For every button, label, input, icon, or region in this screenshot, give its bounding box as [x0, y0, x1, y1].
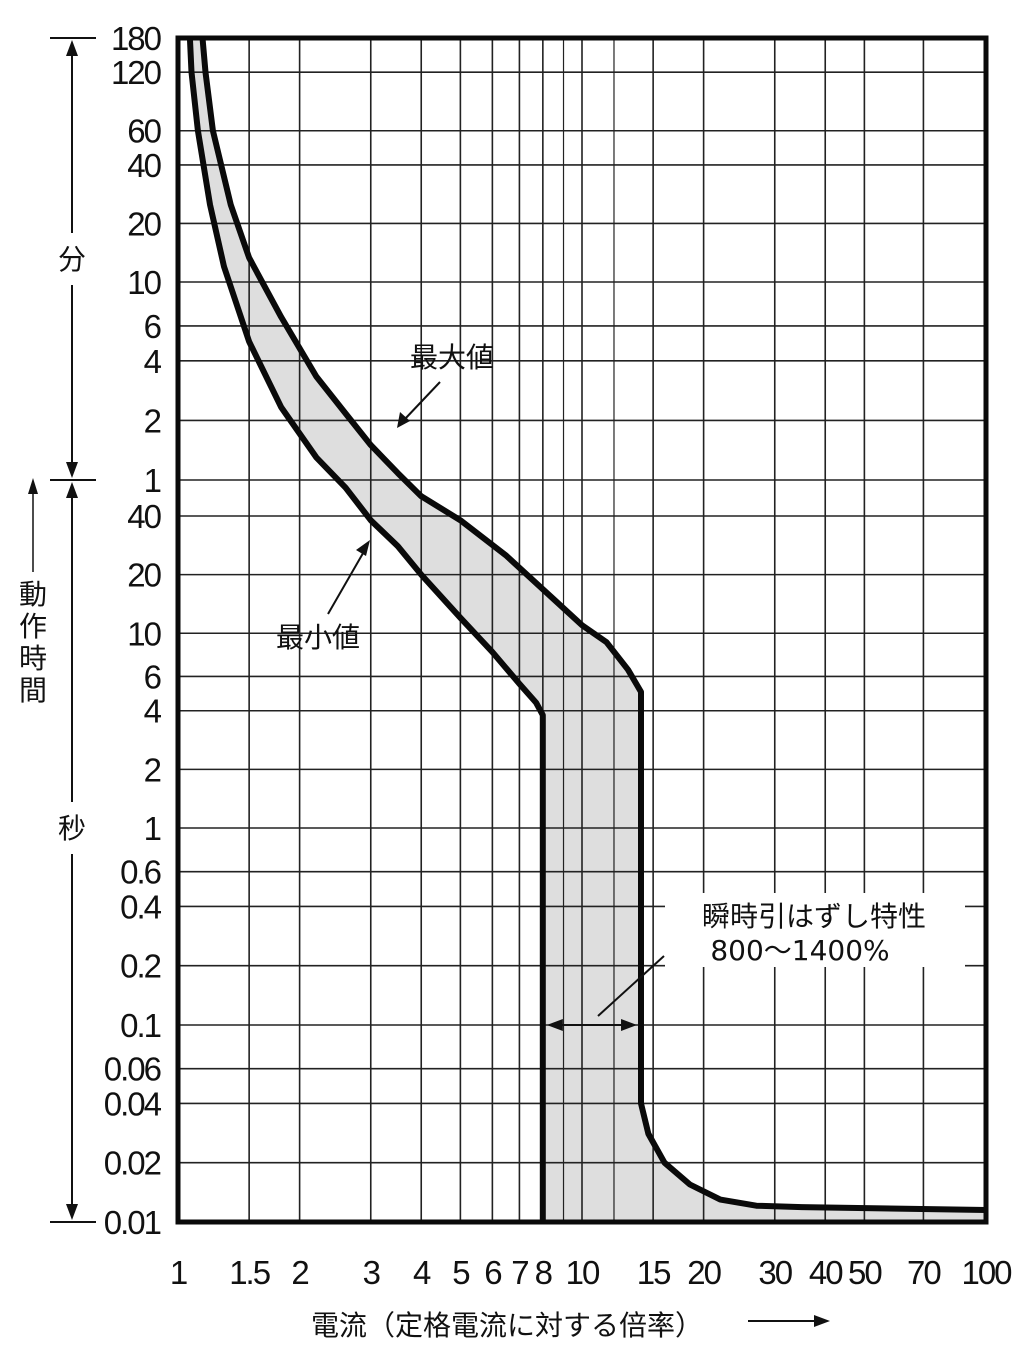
y-tick-label: 60 — [127, 113, 161, 150]
seconds-unit-label: 秒 — [58, 812, 86, 845]
y-tick-label: 0.01 — [104, 1204, 161, 1241]
x-tick-label: 5 — [452, 1254, 469, 1291]
x-tick-label: 3 — [363, 1254, 380, 1291]
max-curve-leader-head — [397, 412, 410, 428]
minutes-arrow-down — [66, 462, 78, 478]
y-axis-label: 動作時間 — [19, 578, 47, 707]
x-tick-label: 40 — [809, 1254, 843, 1291]
x-axis-label: 電流（定格電流に対する倍率） — [311, 1309, 703, 1342]
min-curve-label: 最小値 — [276, 621, 360, 654]
y-tick-label: 6 — [144, 308, 161, 345]
seconds-arrow-up — [66, 482, 78, 498]
min-curve — [186, 37, 546, 1222]
x-tick-label: 7 — [511, 1254, 528, 1291]
y-tick-label: 0.06 — [104, 1051, 161, 1088]
y-tick-label: 1 — [144, 462, 161, 499]
x-tick-label: 2 — [291, 1254, 308, 1291]
y-tick-label: 40 — [127, 498, 161, 535]
x-tick-label: 50 — [848, 1254, 882, 1291]
y-tick-label: 10 — [127, 264, 161, 301]
x-tick-label: 1 — [170, 1254, 187, 1291]
series-layer — [186, 37, 987, 1222]
x-tick-label: 6 — [484, 1254, 501, 1291]
x-tick-label: 70 — [907, 1254, 941, 1291]
instant-range-arrow-right — [621, 1019, 638, 1031]
y-tick-label: 4 — [144, 693, 162, 730]
x-tick-label: 20 — [687, 1254, 721, 1291]
grid-layer — [178, 38, 986, 1222]
min-curve-leader-head — [356, 540, 370, 556]
instant-trip-leader — [597, 955, 665, 1017]
x-tick-label: 10 — [566, 1254, 600, 1291]
x-tick-label: 15 — [637, 1254, 670, 1291]
y-tick-label: 2 — [144, 402, 161, 439]
y-tick-label: 0.6 — [120, 854, 161, 891]
y-tick-label: 0.4 — [120, 888, 162, 925]
instant-trip-label-bg — [665, 893, 965, 967]
y-tick-label: 2 — [144, 751, 161, 788]
y-tick-label: 0.04 — [104, 1085, 162, 1122]
instant-range-arrow-left — [546, 1019, 563, 1031]
max-curve — [199, 37, 987, 1213]
x-axis-arrow-head — [814, 1315, 830, 1327]
y-tick-label: 0.1 — [120, 1007, 161, 1044]
y-tick-label: 10 — [127, 615, 161, 652]
ylabel-arrow-head — [28, 478, 38, 494]
max-curve-label: 最大値 — [410, 341, 494, 374]
y-tick-label: 20 — [127, 557, 161, 594]
max-curve-leader — [403, 381, 441, 421]
seconds-arrow-down — [66, 1204, 78, 1220]
min-curve-leader — [327, 547, 367, 615]
frame-layer — [175, 35, 989, 1225]
x-tick-label: 1.5 — [229, 1254, 270, 1291]
instant-trip-label: 瞬時引はずし特性 — [702, 900, 926, 933]
x-tick-label: 8 — [535, 1254, 552, 1291]
left-time-axis: 分秒 動作時間 — [19, 37, 96, 1223]
instant-trip-range-label: 800〜1400% — [710, 934, 889, 967]
y-tick-label: 0.02 — [104, 1145, 161, 1182]
x-tick-label: 100 — [961, 1254, 1012, 1291]
minutes-arrow-up — [66, 40, 78, 56]
y-tick-label: 0.2 — [120, 948, 161, 985]
x-tick-label: 30 — [758, 1254, 792, 1291]
y-tick-label: 120 — [111, 54, 162, 91]
y-tick-label: 40 — [127, 147, 161, 184]
y-tick-labels: 0.010.020.040.060.10.20.40.6124610204012… — [104, 20, 164, 1241]
y-tick-label: 6 — [144, 658, 161, 695]
y-tick-label: 20 — [127, 205, 161, 242]
x-tick-label: 4 — [413, 1254, 431, 1291]
x-tick-labels: 1 1.5 2 3 4 5 6 7 8 10 15 20 30 40 50 70 100 — [170, 1254, 1014, 1291]
y-tick-label: 180 — [111, 20, 162, 57]
plot-frame — [175, 35, 989, 1225]
y-tick-label: 4 — [144, 343, 162, 380]
minutes-unit-label: 分 — [58, 243, 86, 276]
y-tick-label: 1 — [144, 810, 161, 847]
